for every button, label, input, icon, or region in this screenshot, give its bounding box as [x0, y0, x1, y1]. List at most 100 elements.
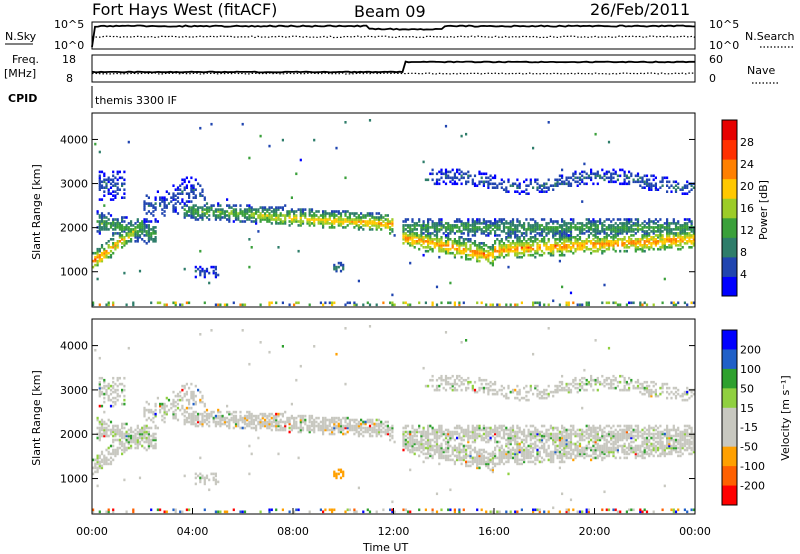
velocity-cell	[152, 444, 155, 448]
power-cell	[422, 228, 425, 231]
velocity-cell	[491, 388, 494, 392]
power-cell	[163, 303, 166, 307]
power-cell	[650, 226, 653, 229]
power-cell	[344, 226, 347, 229]
velocity-cell	[433, 440, 436, 444]
velocity-cell	[100, 424, 104, 428]
power-cell	[147, 204, 150, 207]
velocity-cell	[511, 434, 515, 438]
velocity-cell	[199, 472, 202, 476]
velocity-cell	[197, 418, 200, 422]
velocity-cell	[386, 426, 389, 430]
power-cell	[563, 246, 566, 249]
power-cell	[648, 242, 651, 245]
velocity-cell	[384, 428, 387, 432]
power-cell	[301, 208, 305, 211]
power-cell	[201, 267, 204, 271]
power-cell	[540, 230, 544, 233]
velocity-cell	[197, 388, 200, 392]
power-cell	[98, 184, 101, 187]
power-cell	[478, 170, 481, 174]
power-cell	[453, 220, 456, 223]
velocity-cell	[409, 510, 412, 514]
power-cell	[576, 238, 579, 241]
velocity-cell	[109, 444, 113, 448]
velocity-cell	[147, 416, 150, 420]
power-cell	[232, 210, 235, 213]
power-cell	[567, 180, 570, 184]
power-cell	[471, 253, 474, 257]
velocity-cell	[201, 424, 204, 428]
velocity-cell	[500, 424, 503, 428]
velocity-cell	[179, 510, 182, 514]
velocity-cell	[154, 408, 157, 412]
velocity-cell	[467, 380, 470, 384]
velocity-cell	[248, 362, 251, 366]
velocity-cell	[130, 430, 133, 434]
power-cell	[529, 226, 532, 229]
power-cell	[217, 214, 220, 217]
velocity-cell	[444, 448, 448, 452]
power-cell	[574, 247, 577, 251]
power-cell	[545, 226, 548, 229]
power-cell	[574, 172, 577, 176]
velocity-cell	[465, 428, 468, 432]
velocity-cell	[346, 430, 349, 434]
power-cell	[558, 178, 561, 182]
power-cell	[371, 220, 374, 223]
power-cell	[105, 224, 108, 227]
power-cell	[456, 226, 459, 229]
power-cell	[632, 224, 635, 227]
velocity-cell	[494, 380, 497, 384]
velocity-cell	[433, 388, 436, 392]
velocity-cell	[299, 430, 302, 434]
velocity-cell	[239, 414, 242, 418]
power-cell	[304, 212, 307, 215]
velocity-cell	[121, 432, 124, 436]
power-cell	[431, 247, 434, 251]
velocity-cell	[366, 418, 369, 422]
power-cell	[639, 184, 642, 187]
velocity-cell	[342, 424, 345, 428]
power-cell	[192, 186, 195, 189]
velocity-cell	[438, 444, 441, 448]
power-cell	[630, 244, 633, 247]
power-cell	[127, 234, 130, 237]
power-cell	[648, 226, 651, 229]
velocity-cell	[494, 452, 497, 456]
power-cell	[449, 226, 452, 229]
power-cell	[601, 226, 604, 229]
velocity-cell	[145, 440, 148, 444]
power-cell	[275, 218, 278, 221]
velocity-cell	[105, 448, 108, 452]
power-cell	[547, 222, 550, 225]
velocity-cell	[511, 448, 515, 452]
velocity-cell	[431, 444, 434, 448]
power-cell	[607, 224, 611, 227]
power-cell	[587, 226, 590, 229]
power-cell	[100, 226, 104, 229]
power-cell	[599, 244, 602, 247]
power-cell	[447, 238, 450, 241]
velocity-cell	[489, 426, 492, 430]
power-cell	[100, 222, 104, 225]
power-cell	[98, 178, 101, 182]
velocity-cell	[460, 442, 463, 446]
power-cell	[654, 176, 657, 180]
power-cell	[161, 212, 164, 215]
power-cell	[491, 259, 494, 263]
power-cell	[502, 226, 506, 229]
power-cell	[112, 228, 115, 231]
nave-tick-bottom: 0	[709, 72, 716, 85]
power-cell	[183, 178, 186, 182]
power-cell	[402, 220, 405, 223]
power-cell	[112, 190, 115, 193]
power-cell	[214, 275, 217, 279]
power-cell	[679, 247, 682, 251]
velocity-cell	[435, 386, 439, 390]
power-cell	[228, 218, 231, 221]
power-cell	[188, 180, 191, 184]
power-cell	[337, 216, 340, 219]
power-cell	[641, 226, 644, 229]
power-cell	[438, 228, 441, 231]
